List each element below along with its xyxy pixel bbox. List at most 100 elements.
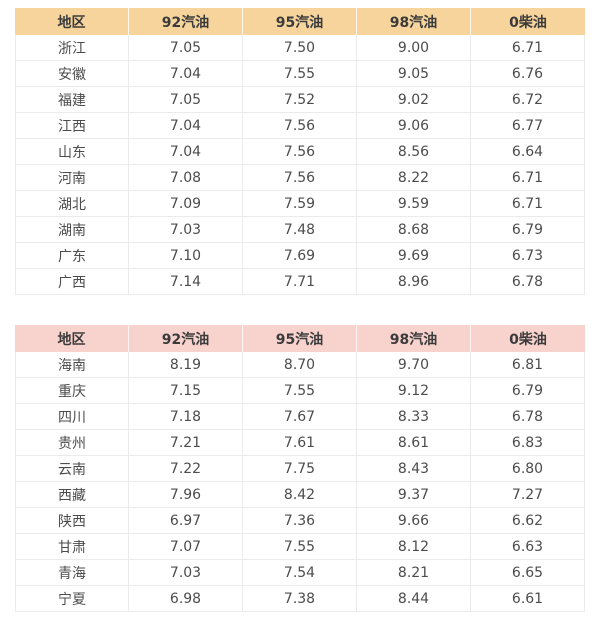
region-cell: 陕西 xyxy=(15,508,129,534)
price-cell: 6.72 xyxy=(471,87,585,113)
price-cell: 7.61 xyxy=(243,430,357,456)
price-cell: 7.69 xyxy=(243,243,357,269)
price-cell: 6.64 xyxy=(471,139,585,165)
table-1-header: 地区 92汽油 95汽油 98汽油 0柴油 xyxy=(15,8,585,35)
region-cell: 安徽 xyxy=(15,61,129,87)
price-cell: 8.43 xyxy=(357,456,471,482)
price-cell: 7.21 xyxy=(129,430,243,456)
table-row: 广西 7.14 7.71 8.96 6.78 xyxy=(15,269,585,295)
table-row: 青海 7.03 7.54 8.21 6.65 xyxy=(15,560,585,586)
region-cell: 山东 xyxy=(15,139,129,165)
table-row: 湖南 7.03 7.48 8.68 6.79 xyxy=(15,217,585,243)
price-cell: 6.78 xyxy=(471,404,585,430)
table-row: 福建 7.05 7.52 9.02 6.72 xyxy=(15,87,585,113)
table-row: 宁夏 6.98 7.38 8.44 6.61 xyxy=(15,586,585,612)
table-row: 陕西 6.97 7.36 9.66 6.62 xyxy=(15,508,585,534)
price-cell: 7.03 xyxy=(129,560,243,586)
column-header: 0柴油 xyxy=(471,8,585,35)
price-cell: 8.21 xyxy=(357,560,471,586)
price-cell: 7.55 xyxy=(243,534,357,560)
price-cell: 7.55 xyxy=(243,61,357,87)
price-cell: 6.98 xyxy=(129,586,243,612)
region-cell: 广东 xyxy=(15,243,129,269)
table-row: 广东 7.10 7.69 9.69 6.73 xyxy=(15,243,585,269)
table-1-body: 浙江 7.05 7.50 9.00 6.71 安徽 7.04 7.55 9.05 6.76 福建 7.… xyxy=(15,35,585,295)
region-cell: 江西 xyxy=(15,113,129,139)
price-cell: 6.73 xyxy=(471,243,585,269)
table-row: 湖北 7.09 7.59 9.59 6.71 xyxy=(15,191,585,217)
price-cell: 7.04 xyxy=(129,139,243,165)
region-cell: 广西 xyxy=(15,269,129,295)
price-cell: 8.33 xyxy=(357,404,471,430)
region-cell: 云南 xyxy=(15,456,129,482)
table-row: 江西 7.04 7.56 9.06 6.77 xyxy=(15,113,585,139)
column-header: 92汽油 xyxy=(129,325,243,352)
header-row: 地区 92汽油 95汽油 98汽油 0柴油 xyxy=(15,8,585,35)
table-row: 浙江 7.05 7.50 9.00 6.71 xyxy=(15,35,585,61)
region-cell: 甘肃 xyxy=(15,534,129,560)
region-cell: 贵州 xyxy=(15,430,129,456)
column-header: 地区 xyxy=(15,8,129,35)
table-row: 甘肃 7.07 7.55 8.12 6.63 xyxy=(15,534,585,560)
price-cell: 6.63 xyxy=(471,534,585,560)
price-cell: 9.12 xyxy=(357,378,471,404)
column-header: 地区 xyxy=(15,325,129,352)
table-2-body: 海南 8.19 8.70 9.70 6.81 重庆 7.15 7.55 9.12 6.79 四川 7.… xyxy=(15,352,585,612)
table-row: 安徽 7.04 7.55 9.05 6.76 xyxy=(15,61,585,87)
table-row: 重庆 7.15 7.55 9.12 6.79 xyxy=(15,378,585,404)
price-cell: 6.71 xyxy=(471,165,585,191)
table-row: 河南 7.08 7.56 8.22 6.71 xyxy=(15,165,585,191)
price-cell: 7.55 xyxy=(243,378,357,404)
region-cell: 重庆 xyxy=(15,378,129,404)
column-header: 95汽油 xyxy=(243,8,357,35)
price-cell: 7.67 xyxy=(243,404,357,430)
price-cell: 7.50 xyxy=(243,35,357,61)
column-header: 98汽油 xyxy=(357,325,471,352)
price-cell: 7.56 xyxy=(243,165,357,191)
header-row: 地区 92汽油 95汽油 98汽油 0柴油 xyxy=(15,325,585,352)
region-cell: 湖南 xyxy=(15,217,129,243)
price-cell: 7.10 xyxy=(129,243,243,269)
fuel-price-table-1: 地区 92汽油 95汽油 98汽油 0柴油 浙江 7.05 7.50 9.00 6.71 安徽 7.… xyxy=(15,8,585,295)
price-cell: 6.77 xyxy=(471,113,585,139)
price-cell: 8.56 xyxy=(357,139,471,165)
price-cell: 6.79 xyxy=(471,217,585,243)
price-cell: 8.19 xyxy=(129,352,243,378)
price-cell: 7.56 xyxy=(243,139,357,165)
price-cell: 7.18 xyxy=(129,404,243,430)
price-cell: 9.06 xyxy=(357,113,471,139)
price-cell: 8.70 xyxy=(243,352,357,378)
price-cell: 6.62 xyxy=(471,508,585,534)
price-cell: 6.83 xyxy=(471,430,585,456)
price-cell: 9.02 xyxy=(357,87,471,113)
table-row: 山东 7.04 7.56 8.56 6.64 xyxy=(15,139,585,165)
price-cell: 6.80 xyxy=(471,456,585,482)
price-cell: 6.71 xyxy=(471,191,585,217)
price-cell: 9.66 xyxy=(357,508,471,534)
price-cell: 8.44 xyxy=(357,586,471,612)
price-cell: 7.96 xyxy=(129,482,243,508)
price-cell: 9.37 xyxy=(357,482,471,508)
price-cell: 9.00 xyxy=(357,35,471,61)
price-cell: 6.61 xyxy=(471,586,585,612)
price-cell: 7.08 xyxy=(129,165,243,191)
price-cell: 7.22 xyxy=(129,456,243,482)
price-cell: 7.04 xyxy=(129,113,243,139)
column-header: 98汽油 xyxy=(357,8,471,35)
region-cell: 宁夏 xyxy=(15,586,129,612)
price-cell: 6.65 xyxy=(471,560,585,586)
price-cell: 8.42 xyxy=(243,482,357,508)
price-cell: 7.75 xyxy=(243,456,357,482)
price-cell: 6.79 xyxy=(471,378,585,404)
region-cell: 青海 xyxy=(15,560,129,586)
table-row: 四川 7.18 7.67 8.33 6.78 xyxy=(15,404,585,430)
price-cell: 7.03 xyxy=(129,217,243,243)
price-cell: 8.12 xyxy=(357,534,471,560)
table-row: 贵州 7.21 7.61 8.61 6.83 xyxy=(15,430,585,456)
region-cell: 福建 xyxy=(15,87,129,113)
price-cell: 6.78 xyxy=(471,269,585,295)
price-cell: 6.97 xyxy=(129,508,243,534)
price-cell: 8.22 xyxy=(357,165,471,191)
region-cell: 西藏 xyxy=(15,482,129,508)
